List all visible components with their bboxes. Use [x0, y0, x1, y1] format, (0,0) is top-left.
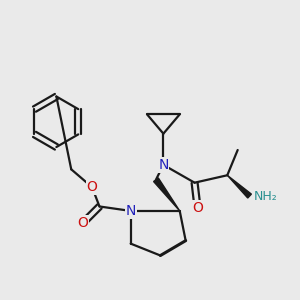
Text: N: N	[158, 158, 169, 172]
Polygon shape	[154, 178, 180, 211]
Text: N: N	[125, 204, 136, 218]
Text: NH₂: NH₂	[254, 190, 278, 202]
Text: O: O	[192, 201, 203, 215]
Text: O: O	[78, 216, 88, 230]
Polygon shape	[227, 175, 251, 198]
Text: O: O	[87, 180, 98, 194]
